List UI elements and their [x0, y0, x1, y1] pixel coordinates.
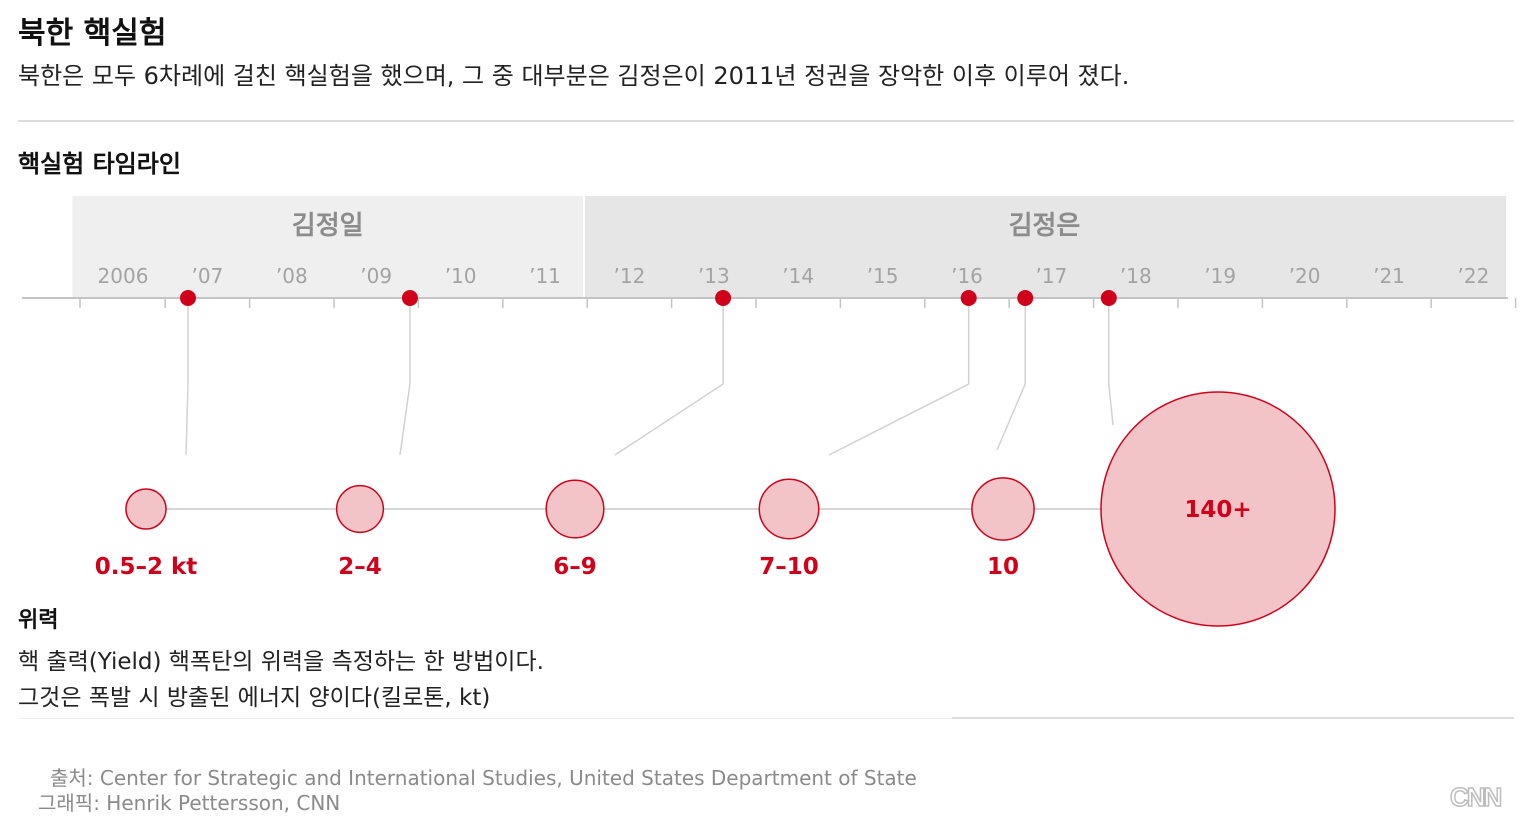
credit-note: 그래픽: Henrik Pettersson, CNN — [38, 791, 341, 815]
leader-line — [996, 298, 1026, 451]
page-subtitle: 북한은 모두 6차례에 걸친 핵실험을 했으며, 그 중 대부분은 김정은이 2… — [18, 62, 1130, 90]
tick-label: ’19 — [1204, 264, 1236, 288]
yield-label: 7–10 — [759, 554, 819, 580]
era-band — [584, 196, 1506, 298]
bottom-divider-right — [952, 717, 1514, 719]
yield-label: 6–9 — [553, 554, 597, 580]
yield-bubble — [971, 477, 1035, 541]
page-title: 북한 핵실험 — [18, 16, 167, 51]
tick-label: ’15 — [867, 264, 899, 288]
leader-line — [614, 298, 724, 456]
tick-label: ’14 — [782, 264, 814, 288]
leader-line — [828, 298, 970, 456]
tick-label: ’22 — [1457, 264, 1489, 288]
leader-line — [399, 298, 411, 456]
bottom-divider-left — [18, 718, 952, 719]
definition-line-2: 그것은 폭발 시 방출된 에너지 양이다(킬로톤, kt) — [18, 685, 491, 711]
tick-label: 2006 — [98, 264, 149, 288]
yield-bubble — [1100, 391, 1336, 627]
cnn-logo: CNN — [1449, 781, 1503, 813]
chart-title: 핵실험 타임라인 — [18, 150, 181, 178]
yield-label: 10 — [987, 554, 1019, 580]
tick-label: ’21 — [1373, 264, 1405, 288]
definition-title: 위력 — [18, 608, 59, 633]
tick-label: ’12 — [613, 264, 645, 288]
tick-label: ’13 — [698, 264, 730, 288]
yield-label: 2–4 — [338, 554, 382, 580]
test-marker — [715, 290, 732, 306]
yield-label: 0.5–2 kt — [95, 554, 198, 580]
era-label: 김정은 — [1009, 211, 1081, 241]
yield-bubble — [545, 479, 605, 539]
tick-label: ’07 — [191, 264, 223, 288]
leader-line — [1108, 298, 1114, 426]
test-marker — [960, 290, 977, 306]
source-note: 출처: Center for Strategic and Internation… — [50, 766, 917, 790]
tick-label: ’20 — [1289, 264, 1321, 288]
tick-label: ’17 — [1035, 264, 1067, 288]
top-divider — [18, 120, 1514, 122]
tick-label: ’18 — [1120, 264, 1152, 288]
tick-label: ’11 — [529, 264, 561, 288]
timeline-chart: 김정일 김정은 2006 ’07 ’08 ’09 ’10 ’11 ’12 ’13 ’14 ’15 ’16… — [22, 196, 1517, 627]
test-marker — [401, 290, 418, 306]
test-marker — [179, 290, 196, 306]
test-marker — [1100, 290, 1117, 306]
leader-line — [185, 298, 189, 456]
era-label: 김정일 — [292, 211, 364, 241]
tick-label: ’16 — [951, 264, 983, 288]
era-band — [72, 196, 583, 298]
tick-label: ’09 — [360, 264, 392, 288]
tick-label: ’10 — [445, 264, 477, 288]
tick-label: ’08 — [276, 264, 308, 288]
yield-bubble — [125, 488, 167, 530]
yield-bubble — [335, 484, 385, 534]
definition-line-1: 핵 출력(Yield) 핵폭탄의 위력을 측정하는 한 방법이다. — [18, 649, 544, 675]
yield-bubble — [758, 478, 820, 540]
test-marker — [1017, 290, 1034, 306]
yield-label: 140+ — [1184, 497, 1251, 523]
